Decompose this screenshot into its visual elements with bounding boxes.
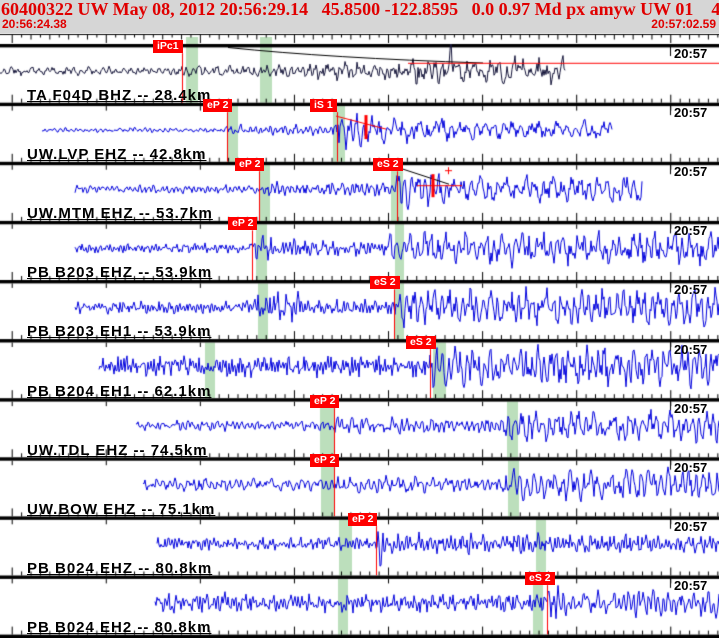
pick-label[interactable]: eS 2 (406, 335, 436, 349)
pick-label[interactable]: eS 2 (370, 276, 400, 290)
minute-label: 20:57 (674, 400, 708, 416)
minute-label: 20:57 (674, 164, 708, 180)
station-label: PB B203 EHZ -- 53.9km (27, 264, 213, 282)
trace-row[interactable]: PB B024 EHZ -- 80.8km 20:57 eP 2 (0, 512, 719, 579)
minute-label: 20:57 (674, 282, 708, 298)
trace-row[interactable]: PB B203 EHZ -- 53.9km 20:57 eP 2 (0, 217, 719, 283)
station-label: PB B204 EH1 -- 62.1km (27, 382, 212, 400)
pick-label[interactable]: eP 2 (235, 158, 265, 172)
minute-label: 20:57 (674, 341, 708, 357)
minute-label: 20:57 (674, 518, 708, 534)
window-end-time: 20:57:02.59 (651, 17, 716, 31)
pick-label[interactable]: eP 2 (310, 394, 340, 408)
station-label: UW.MTM EHZ -- 53.7km (27, 205, 213, 223)
trace-row[interactable]: PB B204 EH1 -- 62.1km 20:57 eS 2 (0, 335, 719, 402)
pick-label[interactable]: eS 2 (525, 571, 555, 585)
pick-label[interactable]: eS 2 (373, 158, 403, 172)
trace-row[interactable]: UW.TDL EHZ -- 74.5km 20:57 eP 2 (0, 394, 719, 461)
pick-label[interactable]: eP 2 (203, 99, 233, 113)
event-summary: 60400322 UW May 08, 2012 20:56:29.14 45.… (1, 0, 719, 19)
minute-label: 20:57 (674, 577, 708, 593)
pick-label[interactable]: eP 2 (228, 217, 258, 231)
trace-row[interactable]: PB B024 EH2 -- 80.8km 20:57 eS 2 (0, 571, 719, 638)
station-label: PB B024 EH2 -- 80.8km (27, 618, 212, 636)
station-label: TA F04D BHZ -- 28.4km (27, 87, 212, 104)
pick-label[interactable]: iPc1 (153, 40, 183, 53)
pick-label[interactable]: iS 1 (310, 99, 337, 113)
window-start-time: 20:56:24.38 (2, 17, 67, 31)
pick-label[interactable]: eP 2 (310, 453, 340, 467)
minute-label: 20:57 (674, 105, 708, 121)
station-label: PB B024 EHZ -- 80.8km (27, 559, 213, 577)
event-header: 60400322 UW May 08, 2012 20:56:29.14 45.… (0, 0, 719, 33)
trace-row[interactable]: UW.LVP EHZ -- 42.8km 20:57 eP 2 iS 1 (0, 99, 719, 165)
trace-row[interactable]: PB B203 EH1 -- 53.9km 20:57 eS 2 (0, 276, 719, 342)
minute-label: 20:57 (674, 46, 708, 61)
minute-label: 20:57 (674, 459, 708, 475)
trace-row[interactable]: UW.MTM EHZ -- 53.7km 20:57 eP 2 eS 2 (0, 158, 719, 224)
trace-row[interactable]: UW.BOW EHZ -- 75.1km 20:57 eP 2 (0, 453, 719, 520)
station-label: UW.BOW EHZ -- 75.1km (27, 500, 216, 518)
station-label: UW.TDL EHZ -- 74.5km (27, 441, 208, 459)
pick-label[interactable]: eP 2 (348, 512, 378, 526)
station-label: PB B203 EH1 -- 53.9km (27, 323, 212, 341)
trace-row[interactable]: TA F04D BHZ -- 28.4km 20:57 iPc1 (0, 40, 719, 106)
minute-label: 20:57 (674, 223, 708, 239)
station-label: UW.LVP EHZ -- 42.8km (27, 146, 207, 164)
